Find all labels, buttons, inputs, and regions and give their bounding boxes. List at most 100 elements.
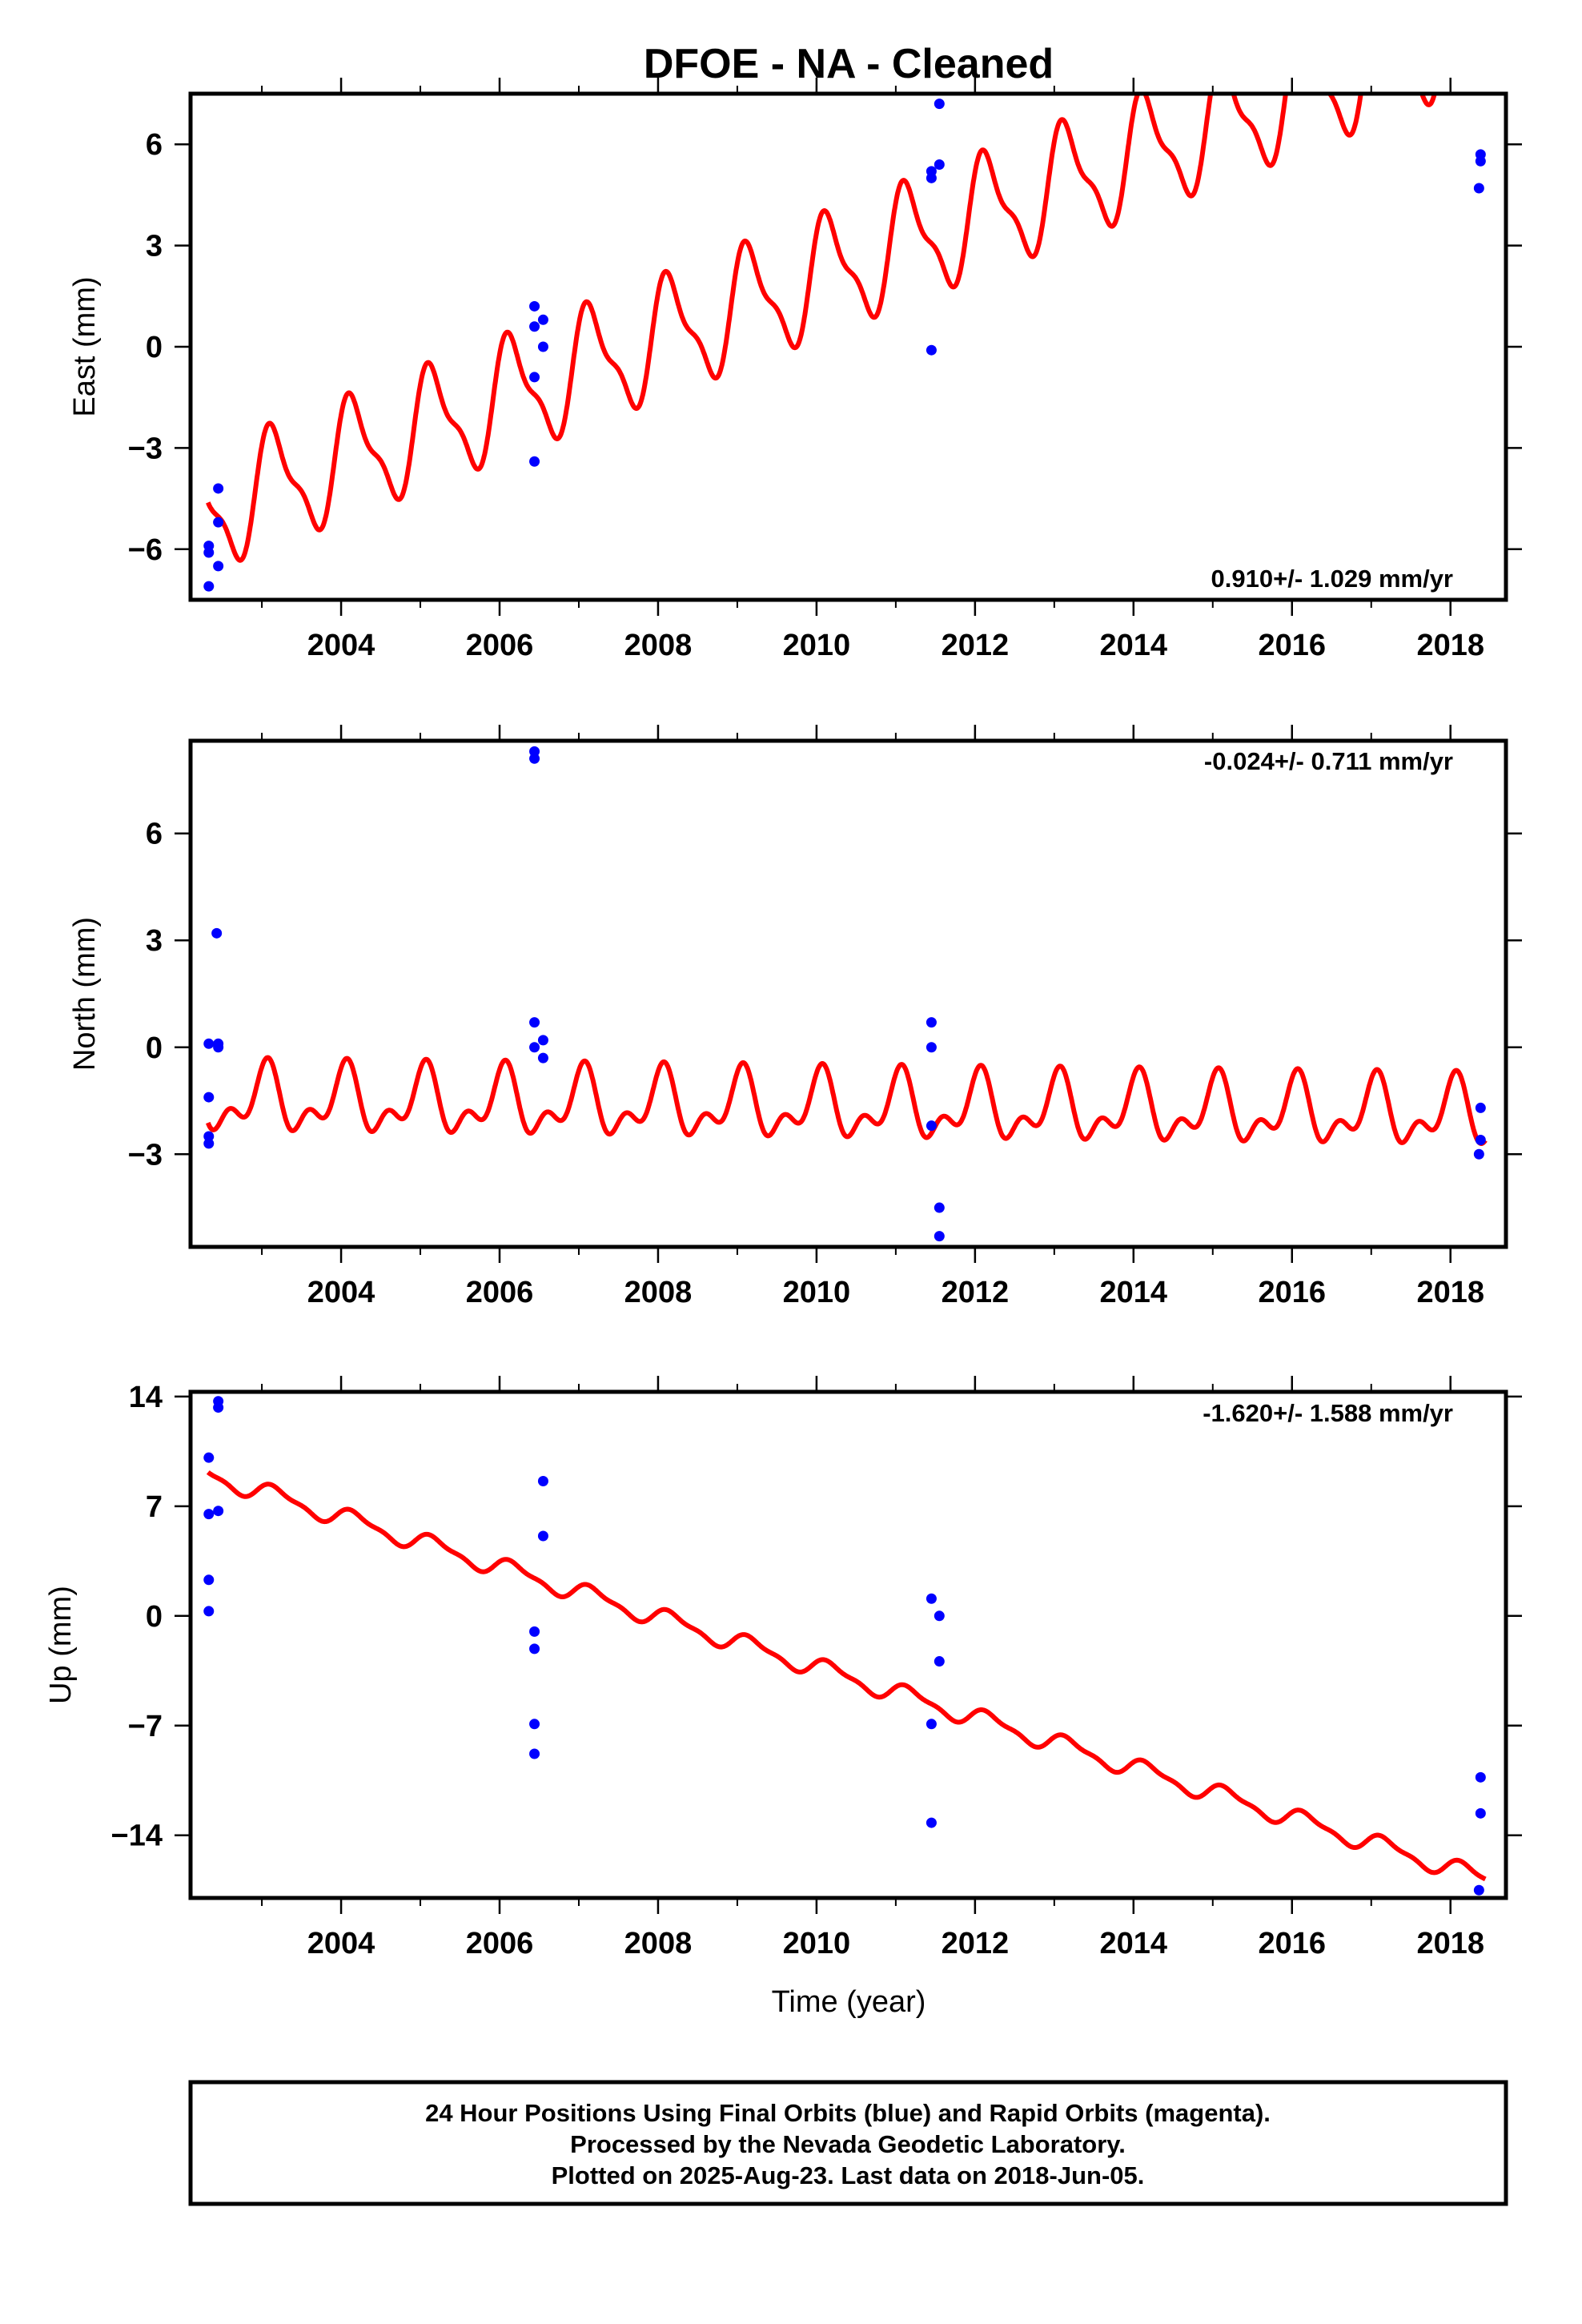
x-tick-label: 2010 — [783, 1276, 851, 1309]
data-point — [1475, 1102, 1486, 1113]
data-point — [926, 1817, 937, 1828]
page-title: DFOE - NA - Cleaned — [644, 41, 1054, 87]
data-point — [213, 1506, 224, 1517]
data-point — [529, 300, 540, 312]
data-point — [934, 159, 945, 170]
y-axis-label: North (mm) — [68, 917, 102, 1071]
x-tick-label: 2012 — [942, 1927, 1010, 1960]
data-point — [529, 321, 540, 332]
x-tick-label: 2008 — [624, 1276, 693, 1309]
data-point — [203, 1138, 215, 1149]
data-point — [934, 1610, 945, 1622]
data-point — [203, 581, 215, 592]
east-panel: 2004 2006 2008 2010 2012 2014 2016 2018 −6 −3 0 3 6 0… — [68, 78, 1522, 662]
y-axis-label: Up (mm) — [44, 1586, 78, 1704]
x-tick-label: 2016 — [1258, 1927, 1326, 1960]
footer-line-3: Plotted on 2025-Aug-23. Last data on 201… — [552, 2161, 1145, 2189]
data-point — [926, 172, 937, 183]
y-tick-label: 6 — [146, 818, 163, 851]
data-point — [529, 1017, 540, 1028]
x-tick-label: 2018 — [1416, 1276, 1484, 1309]
model-curve — [206, 1470, 1488, 1882]
data-point — [213, 517, 224, 528]
data-point — [529, 1626, 540, 1637]
y-tick-label: −14 — [111, 1819, 163, 1853]
data-point — [529, 746, 540, 757]
x-tick-label: 2008 — [624, 629, 693, 662]
rate-annotation: -0.024+/- 0.711 mm/yr — [1204, 747, 1453, 775]
x-tick-label: 2014 — [1100, 629, 1168, 662]
data-point — [537, 1052, 548, 1063]
footer-border — [188, 2080, 1508, 2206]
x-tick-label: 2014 — [1100, 1927, 1168, 1960]
data-point — [213, 561, 224, 572]
data-point — [529, 1042, 540, 1053]
data-point — [213, 483, 224, 494]
footer-box: 24 Hour Positions Using Final Orbits (bl… — [188, 2080, 1508, 2206]
data-point — [537, 341, 548, 352]
rate-annotation: -1.620+/- 1.588 mm/yr — [1203, 1399, 1453, 1427]
data-point — [934, 1231, 945, 1242]
x-tick-label: 2016 — [1258, 629, 1326, 662]
data-point — [1475, 1771, 1486, 1783]
up-panel: 2004 2006 2008 2010 2012 2014 2016 2018 −14 −7 0 7 1… — [44, 1376, 1522, 1960]
x-tick-label: 2012 — [942, 1276, 1010, 1309]
data-point — [529, 372, 540, 383]
plot-frame — [188, 1389, 1508, 1900]
x-tick-label: 2018 — [1416, 1927, 1484, 1960]
footer-line-2: Processed by the Nevada Geodetic Laborat… — [570, 2130, 1126, 2158]
model-curve — [206, 1055, 1488, 1146]
data-point — [213, 1042, 224, 1053]
data-point — [934, 1202, 945, 1213]
data-point — [1475, 155, 1486, 167]
data-point — [529, 753, 540, 764]
data-point — [926, 1042, 937, 1053]
x-tick-label: 2004 — [307, 1927, 375, 1960]
data-point — [537, 1035, 548, 1046]
x-axis-label: Time (year) — [772, 1985, 926, 2019]
x-tick-label: 2010 — [783, 1927, 851, 1960]
footer-line-1: 24 Hour Positions Using Final Orbits (bl… — [425, 2099, 1271, 2127]
data-point — [1473, 1148, 1484, 1160]
plot-frame — [188, 738, 1508, 1249]
rate-annotation: 0.910+/- 1.029 mm/yr — [1211, 565, 1453, 593]
data-point — [529, 1748, 540, 1759]
data-point — [926, 1120, 937, 1132]
data-point — [211, 927, 223, 939]
data-point — [203, 1606, 215, 1617]
y-tick-label: 0 — [146, 331, 163, 364]
data-point — [926, 344, 937, 356]
data-point — [203, 1131, 215, 1142]
data-point — [1475, 1807, 1486, 1819]
x-tick-label: 2004 — [307, 1276, 375, 1309]
data-point — [1473, 1884, 1484, 1896]
north-panel: 2004 2006 2008 2010 2012 2014 2016 2018 −3 0 3 6 -0.… — [68, 725, 1522, 1309]
y-tick-label: −7 — [128, 1710, 163, 1743]
y-axis-label: East (mm) — [68, 276, 102, 416]
y-tick-label: −3 — [128, 1138, 163, 1172]
data-point — [203, 1574, 215, 1586]
data-point — [537, 1530, 548, 1542]
data-point — [934, 99, 945, 110]
data-point — [529, 1719, 540, 1730]
data-point — [926, 1593, 937, 1604]
x-tick-label: 2012 — [942, 629, 1010, 662]
data-point — [537, 1476, 548, 1487]
data-point — [203, 1452, 215, 1463]
data-point — [203, 1038, 215, 1049]
y-tick-label: 3 — [146, 924, 163, 958]
x-tick-label: 2008 — [624, 1927, 693, 1960]
data-point — [926, 1017, 937, 1028]
data-point — [203, 547, 215, 558]
y-tick-label: 3 — [146, 230, 163, 263]
y-tick-label: 6 — [146, 128, 163, 162]
plot-frame — [188, 91, 1508, 602]
data-point — [529, 1643, 540, 1655]
y-tick-label: −6 — [128, 533, 163, 567]
data-point — [926, 1719, 937, 1730]
x-tick-label: 2006 — [466, 1927, 534, 1960]
x-tick-label: 2014 — [1100, 1276, 1168, 1309]
x-tick-label: 2010 — [783, 629, 851, 662]
y-tick-label: 14 — [129, 1381, 163, 1414]
data-point — [529, 456, 540, 467]
